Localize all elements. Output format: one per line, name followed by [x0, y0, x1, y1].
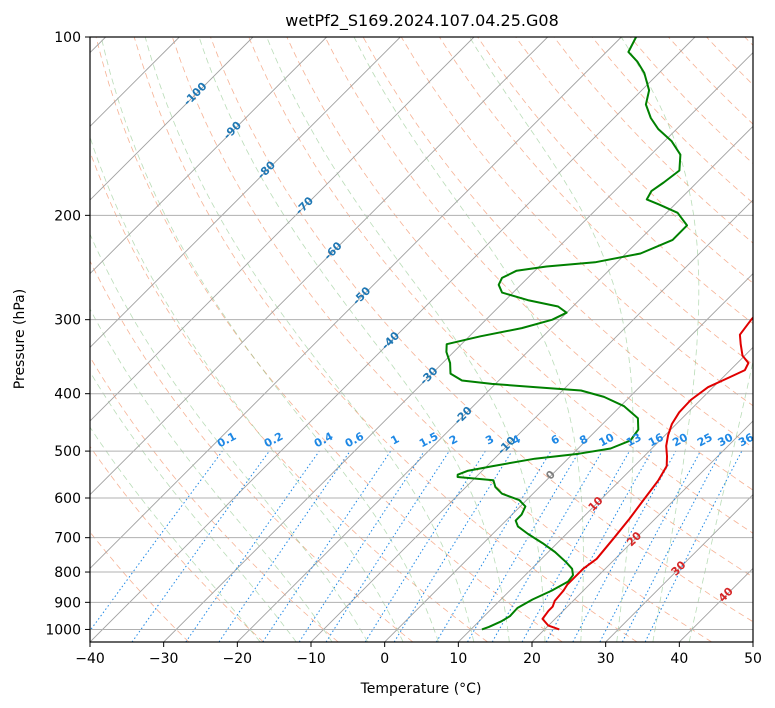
mixing-ratio-label: 36	[736, 431, 756, 450]
chart-title: wetPf2_S169.2024.107.04.25.G08	[285, 11, 559, 31]
x-tick-label: −10	[296, 651, 326, 667]
moist-adiabat-line	[353, 37, 584, 642]
isotherm-line	[90, 37, 548, 496]
isotherm-line	[237, 125, 753, 642]
isotherm-line	[531, 420, 753, 642]
x-tick-label: 20	[523, 651, 541, 667]
y-tick-label: 300	[54, 313, 81, 329]
dry-adiabat-line	[324, 37, 753, 491]
y-tick-label: 900	[54, 595, 81, 611]
y-tick-label: 400	[54, 387, 81, 403]
moist-adiabat-line	[90, 308, 333, 642]
mixing-ratio-label: 16	[646, 431, 666, 450]
y-tick-label: 100	[54, 30, 81, 46]
mixing-ratio-line	[393, 450, 513, 642]
isotherm-line	[90, 37, 622, 569]
profile-series	[445, 37, 753, 631]
x-tick-label: 30	[597, 651, 615, 667]
y-tick-label: 200	[54, 208, 81, 224]
axes: −40 −30 −20 −10 0 10 20 30 40 50 100 200 300 400 500 60…	[45, 30, 762, 667]
background-lines	[90, 37, 753, 642]
isotherm-line	[458, 346, 753, 642]
x-tick-label: 10	[449, 651, 467, 667]
mixing-ratio-line	[325, 450, 450, 642]
x-tick-label: −30	[149, 651, 179, 667]
isotherm-line	[90, 37, 401, 348]
dry-adiabat-line	[171, 37, 712, 642]
x-tick-label: 50	[744, 651, 762, 667]
y-axis-label: Pressure (hPa)	[12, 289, 28, 389]
dry-adiabat-line	[90, 260, 414, 642]
mixing-ratio-line	[262, 450, 392, 642]
moist-adiabat-line	[90, 135, 404, 642]
dry-adiabat-line	[133, 37, 638, 642]
y-tick-label: 700	[54, 531, 81, 547]
x-axis-label: Temperature (°C)	[360, 681, 482, 697]
mixing-ratio-line	[90, 450, 223, 632]
mixing-ratio-line	[298, 450, 425, 642]
moist-adiabat-line	[266, 37, 546, 642]
moist-adiabat-line	[90, 426, 261, 642]
mixing-ratio-line	[521, 450, 630, 642]
x-tick-label: −40	[75, 651, 105, 667]
y-tick-label: 1000	[45, 622, 81, 638]
temperature-profile-line	[541, 316, 753, 631]
isotherm-line	[90, 37, 696, 642]
x-tick-label: 40	[670, 651, 688, 667]
isotherm-line	[90, 37, 475, 422]
mixing-ratio-line	[218, 450, 351, 642]
dry-adiabat-line	[95, 37, 563, 642]
mixing-ratio-label: 30	[716, 431, 736, 450]
y-tick-label: 500	[54, 444, 81, 460]
x-tick-label: −20	[223, 651, 253, 667]
mixing-ratio-label: 10	[597, 431, 617, 450]
mixing-ratio-line	[572, 450, 677, 642]
dry-adiabat-line	[90, 356, 339, 642]
isotherm-line	[605, 494, 753, 642]
plot-frame	[89, 36, 754, 643]
mixing-ratio-label: 13	[624, 431, 644, 450]
mixing-ratio-label: 20	[670, 431, 690, 450]
y-tick-label: 800	[54, 565, 81, 581]
mixing-ratio-line	[185, 450, 320, 642]
moist-adiabat-line	[688, 359, 753, 642]
isotherm-line	[310, 199, 753, 642]
y-tick-label: 600	[54, 491, 81, 507]
mixing-ratio-line	[131, 450, 270, 642]
isotherm-line	[90, 37, 254, 201]
dewpoint-profile-line	[445, 37, 688, 631]
moist-adiabat-line	[144, 37, 475, 642]
isotherm-line	[384, 273, 753, 642]
mixing-ratio-line	[644, 450, 743, 642]
moist-adiabat-line	[90, 370, 297, 642]
x-tick-label: 0	[380, 651, 389, 667]
moist-adiabat-line	[620, 37, 700, 642]
dry-adiabat-line	[90, 445, 264, 642]
isotherm-line	[90, 37, 327, 275]
moist-adiabat-line	[100, 37, 439, 642]
dry-adiabat-line	[210, 37, 753, 623]
moist-adiabat-line	[198, 37, 510, 642]
mixing-ratio-label: 25	[695, 431, 715, 450]
moist-adiabat-line	[90, 233, 369, 642]
dry-adiabat-line	[286, 37, 753, 534]
dry-adiabat-line	[248, 37, 753, 578]
dry-adiabat-line	[515, 37, 753, 284]
